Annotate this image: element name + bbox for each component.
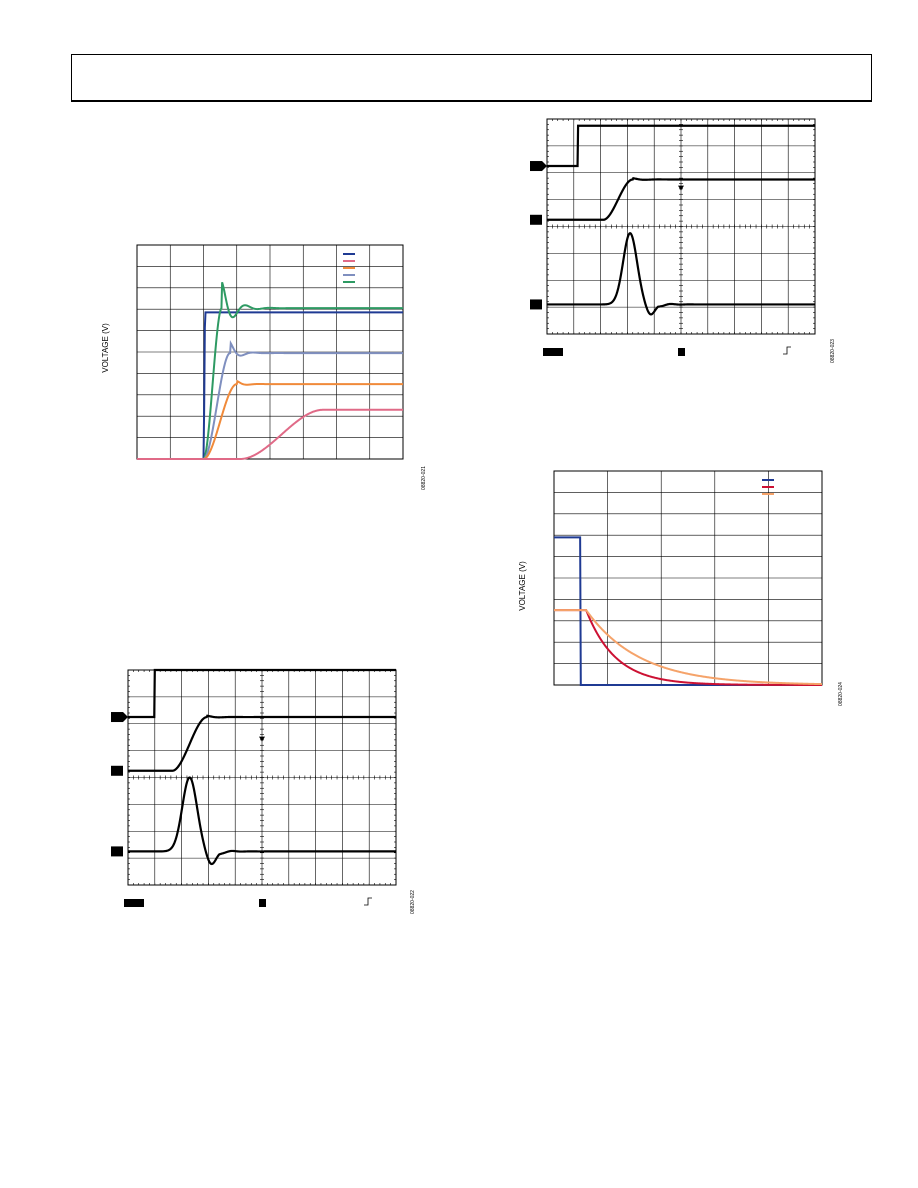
- channel-marker-1: [111, 712, 123, 723]
- footer-timebase-box: [678, 348, 685, 356]
- figure-code: 08820-024: [838, 682, 844, 706]
- footer-channel-box: [124, 899, 144, 907]
- series-line-2: [554, 609, 823, 686]
- scope-trace-2: [128, 714, 396, 772]
- trigger-edge-icon: [364, 897, 372, 906]
- channel-marker-arrow: [123, 712, 128, 723]
- scope-trace-1: [547, 124, 815, 168]
- scope-trace-1: [128, 668, 396, 719]
- channel-marker-1: [530, 161, 542, 172]
- figure-code: 08820-021: [421, 466, 427, 490]
- scope-trace-2: [547, 176, 815, 221]
- y-axis-label: VOLTAGE (V): [101, 323, 110, 373]
- y-axis-label: VOLTAGE (V): [518, 561, 527, 611]
- figure-code: 08820-022: [410, 890, 416, 914]
- chart-fig23: 08820-023: [530, 118, 836, 363]
- series-line-0: [554, 536, 822, 686]
- footer-timebase-box: [259, 899, 266, 907]
- footer-channel-box: [543, 348, 563, 356]
- trigger-point-marker: [678, 185, 684, 191]
- chart-fig21: VOLTAGE (V) 08820-021: [101, 244, 427, 490]
- channel-marker-3: [111, 846, 123, 857]
- figure-code: 08820-023: [830, 339, 836, 363]
- channel-marker-2: [111, 765, 123, 776]
- page-header-frame: [71, 54, 872, 102]
- channel-marker-arrow: [542, 161, 547, 172]
- chart-fig22: 08820-022: [111, 668, 416, 914]
- chart-fig24: VOLTAGE (V) 08820-024: [518, 470, 844, 706]
- trigger-edge-icon: [783, 346, 791, 355]
- series-line-1: [554, 609, 822, 686]
- series-line-4: [137, 408, 403, 460]
- scope-trace-3: [128, 776, 396, 866]
- channel-marker-2: [530, 214, 542, 225]
- trigger-point-marker: [259, 736, 265, 742]
- scope-trace-3: [547, 232, 815, 316]
- channel-marker-3: [530, 299, 542, 310]
